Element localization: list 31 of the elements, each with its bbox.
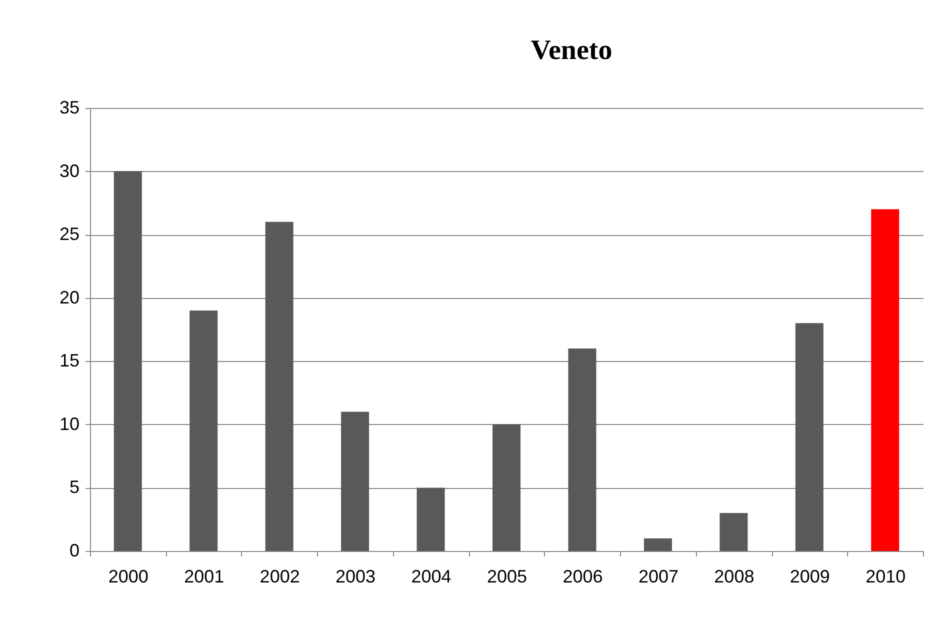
x-tick-label: 2003: [336, 566, 376, 586]
x-tick-label: 2005: [486, 566, 528, 586]
y-tick-label: 25: [59, 224, 80, 244]
bar: [265, 222, 294, 551]
bar: [795, 323, 824, 551]
y-tick-label: 0: [69, 540, 80, 560]
bar: [341, 412, 370, 551]
bar: [644, 538, 672, 551]
bar: [416, 488, 445, 551]
x-tick-label: 2008: [714, 566, 754, 586]
y-tick-label: 20: [59, 287, 80, 308]
y-tick-label: 10: [59, 414, 80, 434]
y-tick-label: 15: [59, 350, 80, 371]
bar: [871, 209, 900, 551]
bar: [114, 171, 142, 551]
x-tick-label: 2010: [866, 566, 906, 586]
bar: [720, 513, 748, 551]
bar: [190, 310, 218, 551]
x-tick-label: 2007: [638, 566, 678, 586]
y-tick-label: 5: [69, 477, 80, 498]
y-tick-label: 30: [59, 160, 80, 181]
x-tick-label: 2009: [790, 566, 830, 586]
x-tick-label: 2001: [184, 566, 224, 586]
x-tick-label: 2002: [260, 566, 300, 586]
x-tick-label: 2004: [411, 566, 452, 586]
x-tick-label: 2006: [562, 566, 603, 586]
bar: [492, 424, 521, 551]
chart-title: Veneto: [530, 35, 612, 66]
x-tick-label: 2000: [108, 566, 148, 586]
bar: [568, 348, 596, 551]
y-tick-label: 35: [59, 98, 80, 118]
